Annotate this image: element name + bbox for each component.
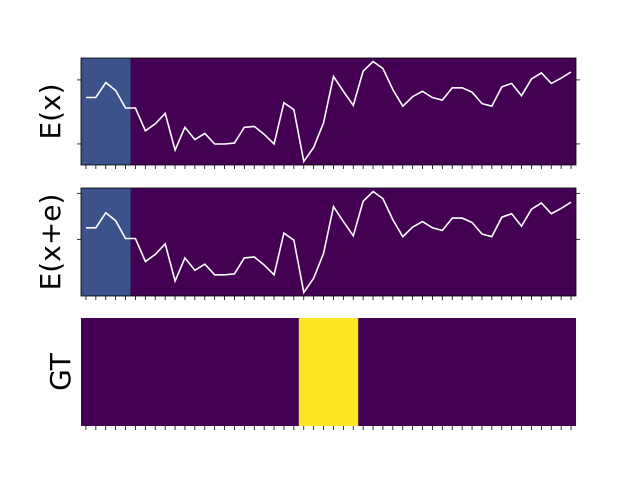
panel-ex-series-line xyxy=(86,60,572,164)
panel-exe-ticks xyxy=(77,192,580,300)
panel-ex-ylabel: E(x) xyxy=(34,83,67,139)
panel-ex-ticks xyxy=(77,79,580,169)
panel-exe-background xyxy=(81,188,576,296)
panel-exe: E(x+e) xyxy=(34,187,580,300)
panel-exe-ylabel: E(x+e) xyxy=(34,194,67,291)
panel-gt-ticks xyxy=(85,426,572,430)
panel-gt-anomaly-band xyxy=(298,318,359,426)
panel-exe-series-line xyxy=(86,190,572,295)
panel-ex-background xyxy=(81,58,576,165)
panel-exe-frame xyxy=(80,187,577,297)
panel-gt-ylabel: GT xyxy=(44,352,77,391)
panel-exe-highlight-region xyxy=(81,188,131,296)
panel-ex-highlight-region xyxy=(81,58,131,165)
panel-gt: GT xyxy=(44,318,576,430)
panel-ex: E(x) xyxy=(34,57,580,169)
panel-ex-frame xyxy=(80,57,577,166)
